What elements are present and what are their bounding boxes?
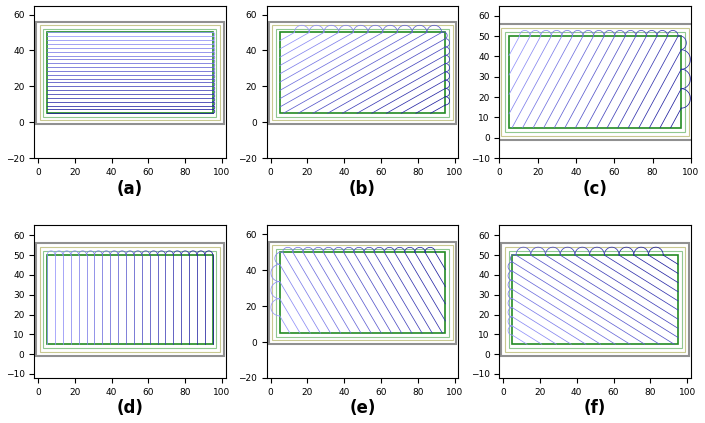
Bar xyxy=(505,247,685,352)
X-axis label: (b): (b) xyxy=(349,180,376,198)
Bar xyxy=(276,29,449,117)
Bar xyxy=(36,22,223,124)
Bar xyxy=(39,247,220,352)
Bar xyxy=(498,24,693,140)
Bar xyxy=(44,29,216,117)
Bar xyxy=(36,243,223,356)
X-axis label: (a): (a) xyxy=(117,180,143,198)
Bar xyxy=(509,36,681,128)
Bar xyxy=(272,245,453,340)
Bar xyxy=(513,255,678,344)
Bar xyxy=(272,25,453,121)
X-axis label: (f): (f) xyxy=(584,399,606,418)
Bar xyxy=(508,251,682,348)
X-axis label: (c): (c) xyxy=(583,180,608,198)
Bar xyxy=(501,243,689,356)
Bar xyxy=(269,22,456,124)
Bar xyxy=(501,28,689,136)
Bar xyxy=(505,32,685,132)
Bar xyxy=(47,255,213,344)
X-axis label: (d): (d) xyxy=(116,399,143,418)
Bar xyxy=(39,25,220,121)
Bar xyxy=(276,249,449,337)
Bar xyxy=(47,33,213,113)
X-axis label: (e): (e) xyxy=(350,399,376,418)
Bar xyxy=(269,242,456,344)
Bar xyxy=(44,251,216,348)
Bar xyxy=(280,33,446,113)
Bar xyxy=(280,252,446,333)
